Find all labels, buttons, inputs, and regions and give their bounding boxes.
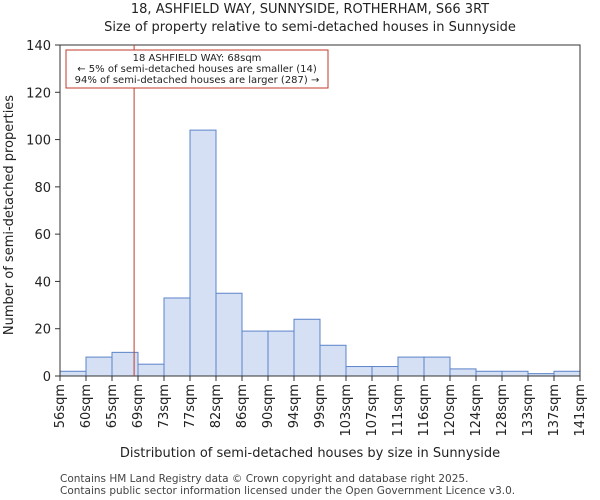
y-tick-label: 40 <box>34 275 51 290</box>
chart-subtitle: Size of property relative to semi-detach… <box>104 20 516 35</box>
bar <box>241 330 269 377</box>
bar <box>319 344 347 377</box>
x-tick-label: 116sqm <box>417 384 432 437</box>
x-tick-label: 141sqm <box>573 384 588 437</box>
x-tick-label: 137sqm <box>547 384 562 437</box>
bar <box>59 370 87 377</box>
x-tick-label: 86sqm <box>235 384 250 428</box>
y-tick-label: 0 <box>43 370 51 385</box>
x-axis-ticks: 56sqm 60sqm 65sqm 69sqm 73sqm 77sqm 82sqm 86sqm… <box>53 376 588 437</box>
bar <box>345 366 373 377</box>
x-tick-label: 107sqm <box>365 384 380 437</box>
footer-line-1: Contains HM Land Registry data © Crown c… <box>60 473 468 485</box>
x-tick-label: 103sqm <box>339 384 354 437</box>
bar <box>267 330 295 377</box>
bar <box>397 356 425 377</box>
x-tick-label: 94sqm <box>287 384 302 428</box>
x-axis-label: Distribution of semi-detached houses by … <box>120 446 500 461</box>
y-tick-label: 80 <box>34 181 51 196</box>
annotation-line-2: ← 5% of semi-detached houses are smaller… <box>77 64 317 75</box>
bar <box>501 370 529 377</box>
bar <box>293 318 321 377</box>
footer-line-2: Contains public sector information licen… <box>60 485 515 497</box>
bar <box>189 129 217 377</box>
bar <box>475 370 503 377</box>
x-tick-label: 90sqm <box>261 384 276 428</box>
bar <box>423 356 451 377</box>
y-tick-label: 20 <box>34 323 51 338</box>
bar <box>553 370 581 377</box>
annotation-line-1: 18 ASHFIELD WAY: 68sqm <box>133 53 262 64</box>
y-axis-ticks: 0 20 40 60 80 100 120 140 <box>26 39 60 385</box>
x-tick-label: 124sqm <box>469 384 484 437</box>
x-tick-label: 65sqm <box>105 384 120 428</box>
x-tick-label: 82sqm <box>209 384 224 428</box>
bars <box>59 129 581 377</box>
x-tick-label: 73sqm <box>157 384 172 428</box>
x-tick-label: 77sqm <box>183 384 198 428</box>
chart-title: 18, ASHFIELD WAY, SUNNYSIDE, ROTHERHAM, … <box>131 2 489 17</box>
x-tick-label: 133sqm <box>521 384 536 437</box>
x-tick-label: 99sqm <box>313 384 328 428</box>
x-tick-label: 56sqm <box>53 384 68 428</box>
x-tick-label: 128sqm <box>495 384 510 437</box>
annotation-line-3: 94% of semi-detached houses are larger (… <box>75 75 320 86</box>
bar <box>163 297 191 377</box>
y-tick-label: 140 <box>26 39 51 54</box>
y-tick-label: 100 <box>26 134 51 149</box>
bar <box>371 366 399 377</box>
x-tick-label: 60sqm <box>79 384 94 428</box>
y-tick-label: 120 <box>26 86 51 101</box>
plot-frame <box>59 44 581 377</box>
bar <box>449 368 477 377</box>
x-tick-label: 69sqm <box>131 384 146 428</box>
annotation-box: 18 ASHFIELD WAY: 68sqm ← 5% of semi-deta… <box>65 49 329 89</box>
x-tick-label: 111sqm <box>391 384 406 437</box>
annotation-frame <box>65 49 329 89</box>
bar <box>137 363 165 377</box>
y-axis-label: Number of semi-detached properties <box>2 95 17 335</box>
bar <box>85 356 113 377</box>
y-tick-label: 60 <box>34 228 51 243</box>
x-tick-label: 120sqm <box>443 384 458 437</box>
bar <box>215 292 243 377</box>
